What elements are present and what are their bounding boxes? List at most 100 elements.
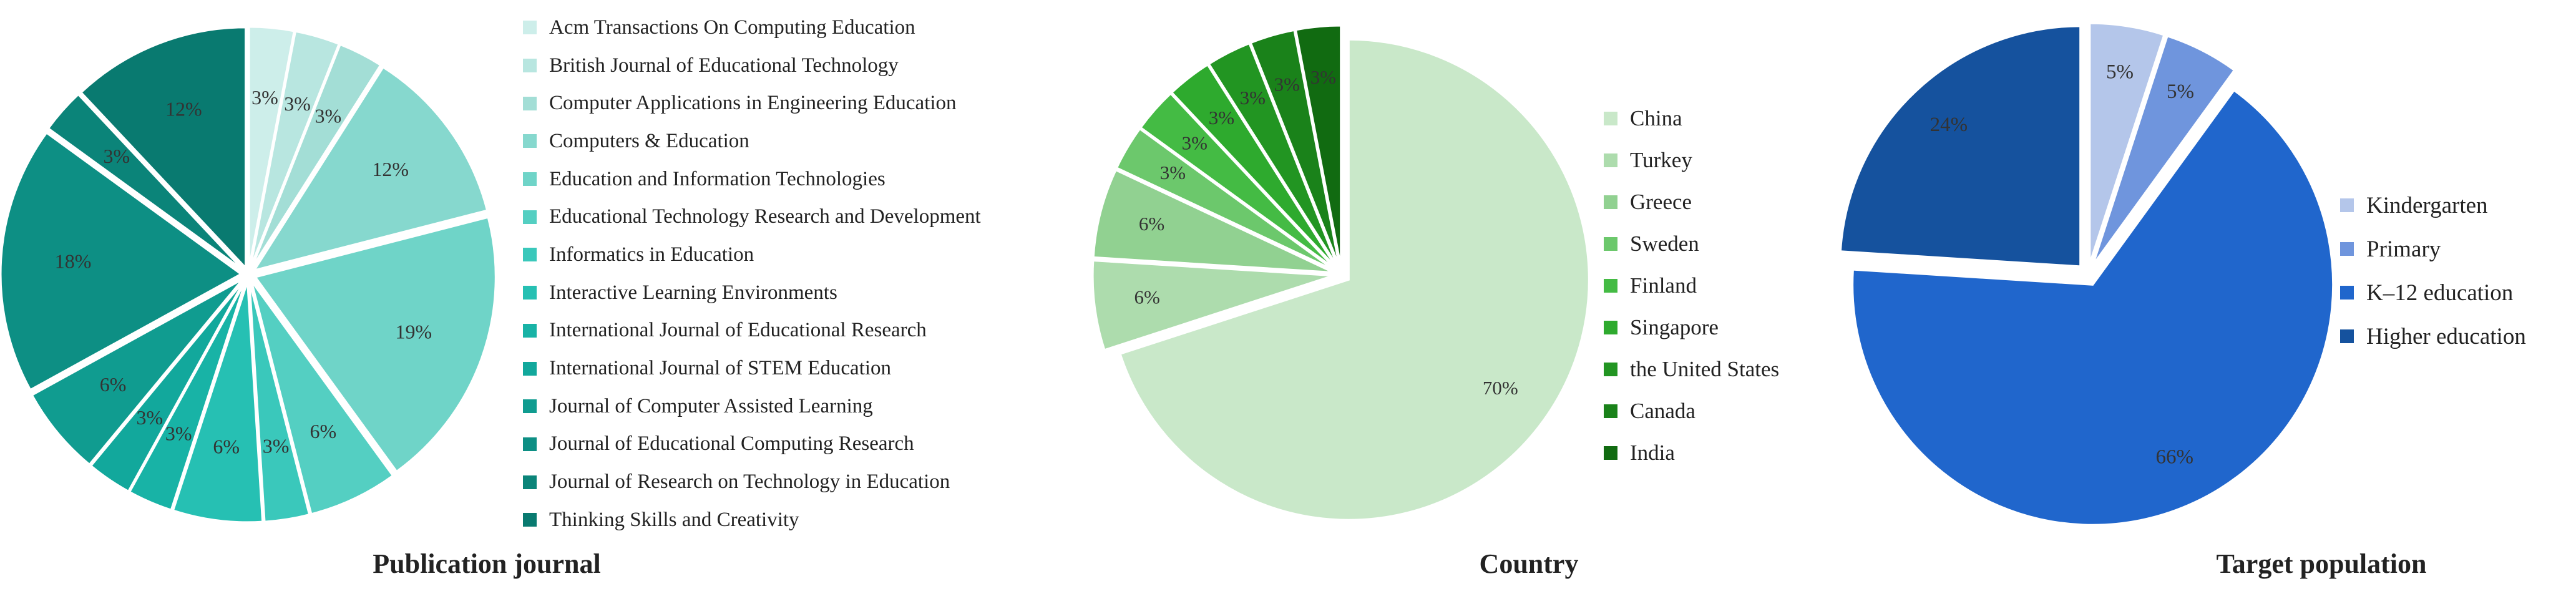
journal-slice-label-1: 3% <box>284 92 311 115</box>
journal-slice-4 <box>253 216 497 473</box>
country-legend-label: Finland <box>1630 273 1697 298</box>
population-slice-1 <box>2092 34 2236 265</box>
population-legend-swatch <box>2340 329 2354 343</box>
journal-slice-label-3: 12% <box>372 158 409 180</box>
journal-legend-item: Computers & Education <box>523 122 981 160</box>
population-legend-item: Primary <box>2340 227 2526 271</box>
publication-journal-legend: Acm Transactions On Computing Education B… <box>523 9 981 539</box>
journal-slice-11 <box>0 131 243 391</box>
journal-legend-item: International Journal of STEM Education <box>523 349 981 387</box>
journal-legend-label: British Journal of Educational Technolog… <box>549 54 899 77</box>
journal-legend-swatch <box>523 210 537 224</box>
population-legend-swatch <box>2340 198 2354 212</box>
population-legend-label: K–12 education <box>2366 280 2514 306</box>
population-slice-label-0: 5% <box>2106 61 2134 84</box>
journal-slice-2 <box>251 43 382 269</box>
country-slice-label-6: 3% <box>1240 87 1266 109</box>
journal-legend-item: Interactive Learning Environments <box>523 274 981 312</box>
journal-slice-12 <box>47 93 244 271</box>
country-slice-8 <box>1294 24 1342 266</box>
journal-legend-swatch <box>523 513 537 527</box>
population-slice-0 <box>2089 22 2165 264</box>
journal-legend-item: Journal of Research on Technology in Edu… <box>523 463 981 501</box>
journal-legend-item: British Journal of Educational Technolog… <box>523 47 981 85</box>
population-legend-label: Higher education <box>2366 323 2526 349</box>
country-slice-label-0: 70% <box>1483 377 1518 399</box>
publication-journal-title: Publication journal <box>373 548 601 579</box>
country-slice-label-7: 3% <box>1274 73 1300 95</box>
population-legend-swatch <box>2340 286 2354 300</box>
journal-slice-label-10: 6% <box>100 373 127 396</box>
population-legend-label: Kindergarten <box>2366 192 2488 218</box>
journal-legend-swatch <box>523 96 537 110</box>
journal-legend-item: Computer Applications in Engineering Edu… <box>523 84 981 122</box>
country-slice-1 <box>1091 259 1334 351</box>
journal-legend-label: Education and Information Technologies <box>549 167 886 190</box>
population-legend-swatch <box>2340 242 2354 256</box>
journal-legend-swatch <box>523 323 537 338</box>
country-slice-label-5: 3% <box>1209 107 1234 129</box>
journal-legend-swatch <box>523 361 537 376</box>
country-legend-label: Sweden <box>1630 231 1699 256</box>
population-legend-item: K–12 education <box>2340 271 2526 314</box>
journal-legend-label: Journal of Research on Technology in Edu… <box>549 470 950 494</box>
journal-legend-item: International Journal of Educational Res… <box>523 312 981 350</box>
journal-legend-label: Thinking Skills and Creativity <box>549 508 799 531</box>
country-legend-item: Greece <box>1604 181 1779 223</box>
publication-journal-pie: 3% 3%3%12%19%6%3%6%3%3%6%18%3%12% <box>0 26 497 524</box>
country-slice-label-4: 3% <box>1182 132 1208 153</box>
target-population-pie: 5% 5% 66% 24% <box>1839 22 2334 526</box>
population-legend-item: Kindergarten <box>2340 183 2526 227</box>
journal-legend-swatch <box>523 21 537 35</box>
journal-legend-label: International Journal of Educational Res… <box>549 319 927 342</box>
journal-legend-swatch <box>523 172 537 187</box>
country-slice-6 <box>1208 42 1339 268</box>
journal-legend-label: Acm Transactions On Computing Education <box>549 16 915 39</box>
journal-legend-label: International Journal of STEM Education <box>549 357 892 380</box>
journal-legend-swatch <box>523 286 537 300</box>
population-legend-item: Higher education <box>2340 314 2526 358</box>
population-slice-label-2: 66% <box>2156 446 2194 469</box>
journal-slice-5 <box>250 280 394 515</box>
journal-legend-swatch <box>523 437 537 451</box>
country-slice-label-3: 3% <box>1160 162 1186 183</box>
journal-legend-label: Informatics in Education <box>549 243 754 266</box>
journal-slice-label-2: 3% <box>315 105 341 127</box>
country-slice-5 <box>1170 63 1337 268</box>
country-legend-label: China <box>1630 105 1682 130</box>
population-slice-label-3: 24% <box>1930 114 1968 136</box>
country-legend-label: Greece <box>1630 189 1692 214</box>
journal-slice-label-13: 12% <box>165 98 202 120</box>
journal-slice-1 <box>249 30 341 268</box>
country-legend-swatch <box>1604 362 1617 376</box>
country-legend-swatch <box>1604 320 1617 334</box>
journal-slice-10 <box>31 278 243 466</box>
country-slice-0 <box>1119 38 1590 521</box>
country-legend-item: China <box>1604 97 1779 139</box>
country-legend-label: the United States <box>1630 356 1780 381</box>
journal-legend-swatch <box>523 248 537 262</box>
journal-slice-6 <box>248 281 311 523</box>
country-slice-label-1: 6% <box>1134 286 1160 308</box>
country-legend-item: Canada <box>1604 390 1779 432</box>
journal-slice-9 <box>89 280 245 493</box>
country-legend-swatch <box>1604 111 1617 125</box>
journal-legend-item: Education and Information Technologies <box>523 160 981 198</box>
target-population-panel: 5% 5% 66% 24% Kindergarten Primary K–12 educa… <box>1810 0 2576 604</box>
country-panel: 70% 6% 6% 3% 3% 3% 3% 3% 3% China Turkey Greece Swe… <box>1061 0 1841 604</box>
country-pie: 70%6%6%3%3%3%3%3% 3% <box>1091 24 1590 521</box>
population-legend-label: Primary <box>2366 236 2441 262</box>
country-legend-item: Finland <box>1604 265 1779 306</box>
population-slice-label-1: 5% <box>2167 80 2194 103</box>
country-legend-label: Canada <box>1630 398 1695 423</box>
journal-legend-item: Educational Technology Research and Deve… <box>523 198 981 236</box>
journal-legend-item: Journal of Computer Assisted Learning <box>523 387 981 426</box>
journal-slice-0 <box>248 26 296 268</box>
journal-slice-label-0: 3% <box>251 86 278 109</box>
country-legend-swatch <box>1604 278 1617 293</box>
journal-legend-swatch <box>523 134 537 149</box>
country-legend-swatch <box>1604 153 1617 167</box>
journal-slice-13 <box>79 26 247 270</box>
country-slice-label-8: 3% <box>1310 66 1336 88</box>
journal-legend-label: Educational Technology Research and Deve… <box>549 205 981 228</box>
